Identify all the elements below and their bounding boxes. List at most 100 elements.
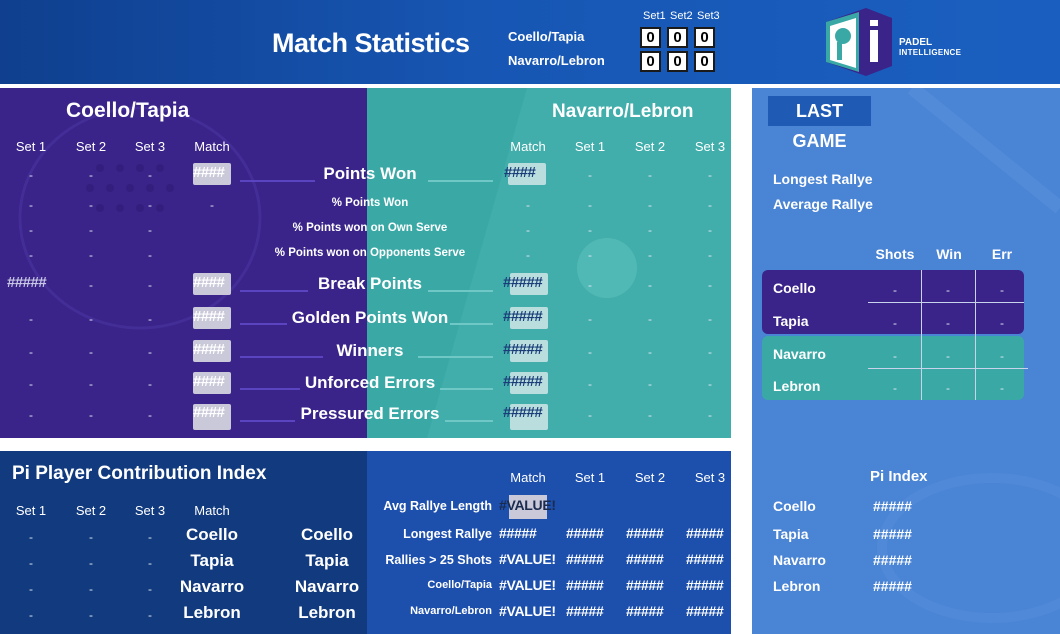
pi-navarro-set1: -: [29, 582, 33, 596]
row8-left-set3: -: [148, 377, 152, 391]
pi-col-set1: Set 1: [15, 503, 47, 518]
page-title: Match Statistics: [272, 28, 470, 58]
row6-label: Golden Points Won: [291, 308, 449, 327]
pi-player-navarro-right: Navarro: [294, 577, 360, 596]
row4-right-match: -: [526, 248, 530, 262]
pi-index-lebron: Lebron: [773, 578, 821, 594]
row7-right-underline: [418, 356, 493, 358]
row6-left-match: ####: [193, 308, 225, 325]
row5-right-set3: -: [708, 278, 712, 292]
lg-navarro-win: -: [946, 349, 950, 363]
lg-navarro-shots: -: [893, 349, 897, 363]
row5-left-match: ####: [193, 274, 225, 291]
row4-left-set1: -: [29, 248, 33, 262]
row9-right-set2: -: [648, 408, 652, 422]
row2-left-match: -: [210, 198, 214, 212]
row6-right-set2: -: [648, 312, 652, 326]
row7-left-set3: -: [148, 345, 152, 359]
row9-left-set2: -: [89, 408, 93, 422]
row9-right-set3: -: [708, 408, 712, 422]
row2-right-set1: -: [588, 198, 592, 212]
lg-navarro-err: -: [1000, 349, 1004, 363]
row8-left-match-box: [193, 372, 231, 394]
row9-left-match: ####: [193, 404, 225, 421]
row7-left-set2: -: [89, 345, 93, 359]
row3-right-set3: -: [708, 223, 712, 237]
row2-right-set3: -: [708, 198, 712, 212]
pi-index-coello-value: #####: [873, 498, 912, 514]
rally-team2-set2: #####: [626, 603, 664, 619]
rally-col-match: Match: [510, 470, 546, 485]
right-col-set2: Set 2: [634, 139, 666, 154]
row2-left-set1: -: [29, 198, 33, 212]
score-team2-set3: 0: [694, 51, 715, 72]
pi-index-lebron-value: #####: [873, 578, 912, 594]
pi-col-set2: Set 2: [75, 503, 107, 518]
pi-player-coello: Coello: [186, 525, 238, 544]
row3-right-match: -: [526, 223, 530, 237]
row7-left-underline: [240, 356, 323, 358]
pi-coello-set1: -: [29, 530, 33, 544]
rally-longest-set2: #####: [626, 525, 664, 541]
row9-left-set1: -: [29, 408, 33, 422]
row7-left-match-box: [193, 340, 231, 362]
row5-left-set3: -: [148, 278, 152, 292]
left-col-match: Match: [194, 139, 230, 154]
scoreboard-set1-header: Set1: [643, 10, 666, 22]
left-col-set3: Set 3: [134, 139, 166, 154]
lg-grid-h1: [868, 302, 1024, 303]
row6-left-match-box: [193, 307, 231, 329]
row4-label: % Points won on Opponents Serve: [274, 247, 466, 259]
lg-col-win: Win: [936, 246, 962, 262]
row7-right-set3: -: [708, 345, 712, 359]
lg-grid-h2: [868, 368, 1028, 369]
row8-right-match: #####: [503, 373, 543, 390]
row5-left-set2: -: [89, 278, 93, 292]
row9-left-match-box: [193, 404, 231, 430]
pi-col-match: Match: [194, 503, 230, 518]
racket-watermark-icon: [18, 106, 262, 330]
rally-col-set2: Set 2: [634, 470, 666, 485]
score-team1-set2: 0: [667, 27, 688, 48]
score-team1-set1: 0: [640, 27, 661, 48]
rally-avg-match: #VALUE!: [499, 497, 556, 513]
right-team-name: Navarro/Lebron: [552, 101, 694, 122]
row2-right-set2: -: [648, 198, 652, 212]
right-col-match: Match: [510, 139, 546, 154]
row1-left-set1: -: [29, 168, 33, 182]
pi-player-coello-right: Coello: [301, 525, 353, 544]
row7-right-set2: -: [648, 345, 652, 359]
header-bar: Match Statistics Set1 Set2 Set3 Coello/T…: [0, 0, 1060, 84]
row5-left-match-box: [193, 273, 231, 295]
rally-team1-match: #VALUE!: [499, 577, 556, 593]
pi-contribution-panel: [0, 451, 367, 634]
right-col-set1: Set 1: [574, 139, 606, 154]
lg-lebron-shots: -: [893, 381, 897, 395]
rally-25-set2: #####: [626, 551, 664, 567]
lg-tapia-win: -: [946, 316, 950, 330]
row1-right-set2: -: [648, 168, 652, 182]
lg-lebron-err: -: [1000, 381, 1004, 395]
lg-player-navarro: Navarro: [773, 346, 826, 362]
lg-coello-shots: -: [893, 283, 897, 297]
row3-right-set1: -: [588, 223, 592, 237]
lg-player-coello: Coello: [773, 280, 816, 296]
court-watermark-icon: [427, 88, 731, 438]
lg-coello-err: -: [1000, 283, 1004, 297]
pi-coello-set2: -: [89, 530, 93, 544]
row8-label: Unforced Errors: [304, 373, 436, 392]
rally-team1-set1: #####: [566, 577, 604, 593]
rally-team2-match: #VALUE!: [499, 603, 556, 619]
rally-team1-set3: #####: [686, 577, 724, 593]
pi-lebron-set3: -: [148, 608, 152, 622]
row5-right-set1: -: [588, 278, 592, 292]
row6-right-match: #####: [503, 308, 543, 325]
rally-col-set1: Set 1: [574, 470, 606, 485]
row5-right-underline: [428, 290, 493, 292]
pi-index-navarro: Navarro: [773, 552, 826, 568]
row5-left-underline: [240, 290, 308, 292]
row6-right-underline: [450, 323, 493, 325]
rally-longest-set3: #####: [686, 525, 724, 541]
row8-left-underline: [240, 388, 300, 390]
scoreboard-set3-header: Set3: [697, 10, 720, 22]
